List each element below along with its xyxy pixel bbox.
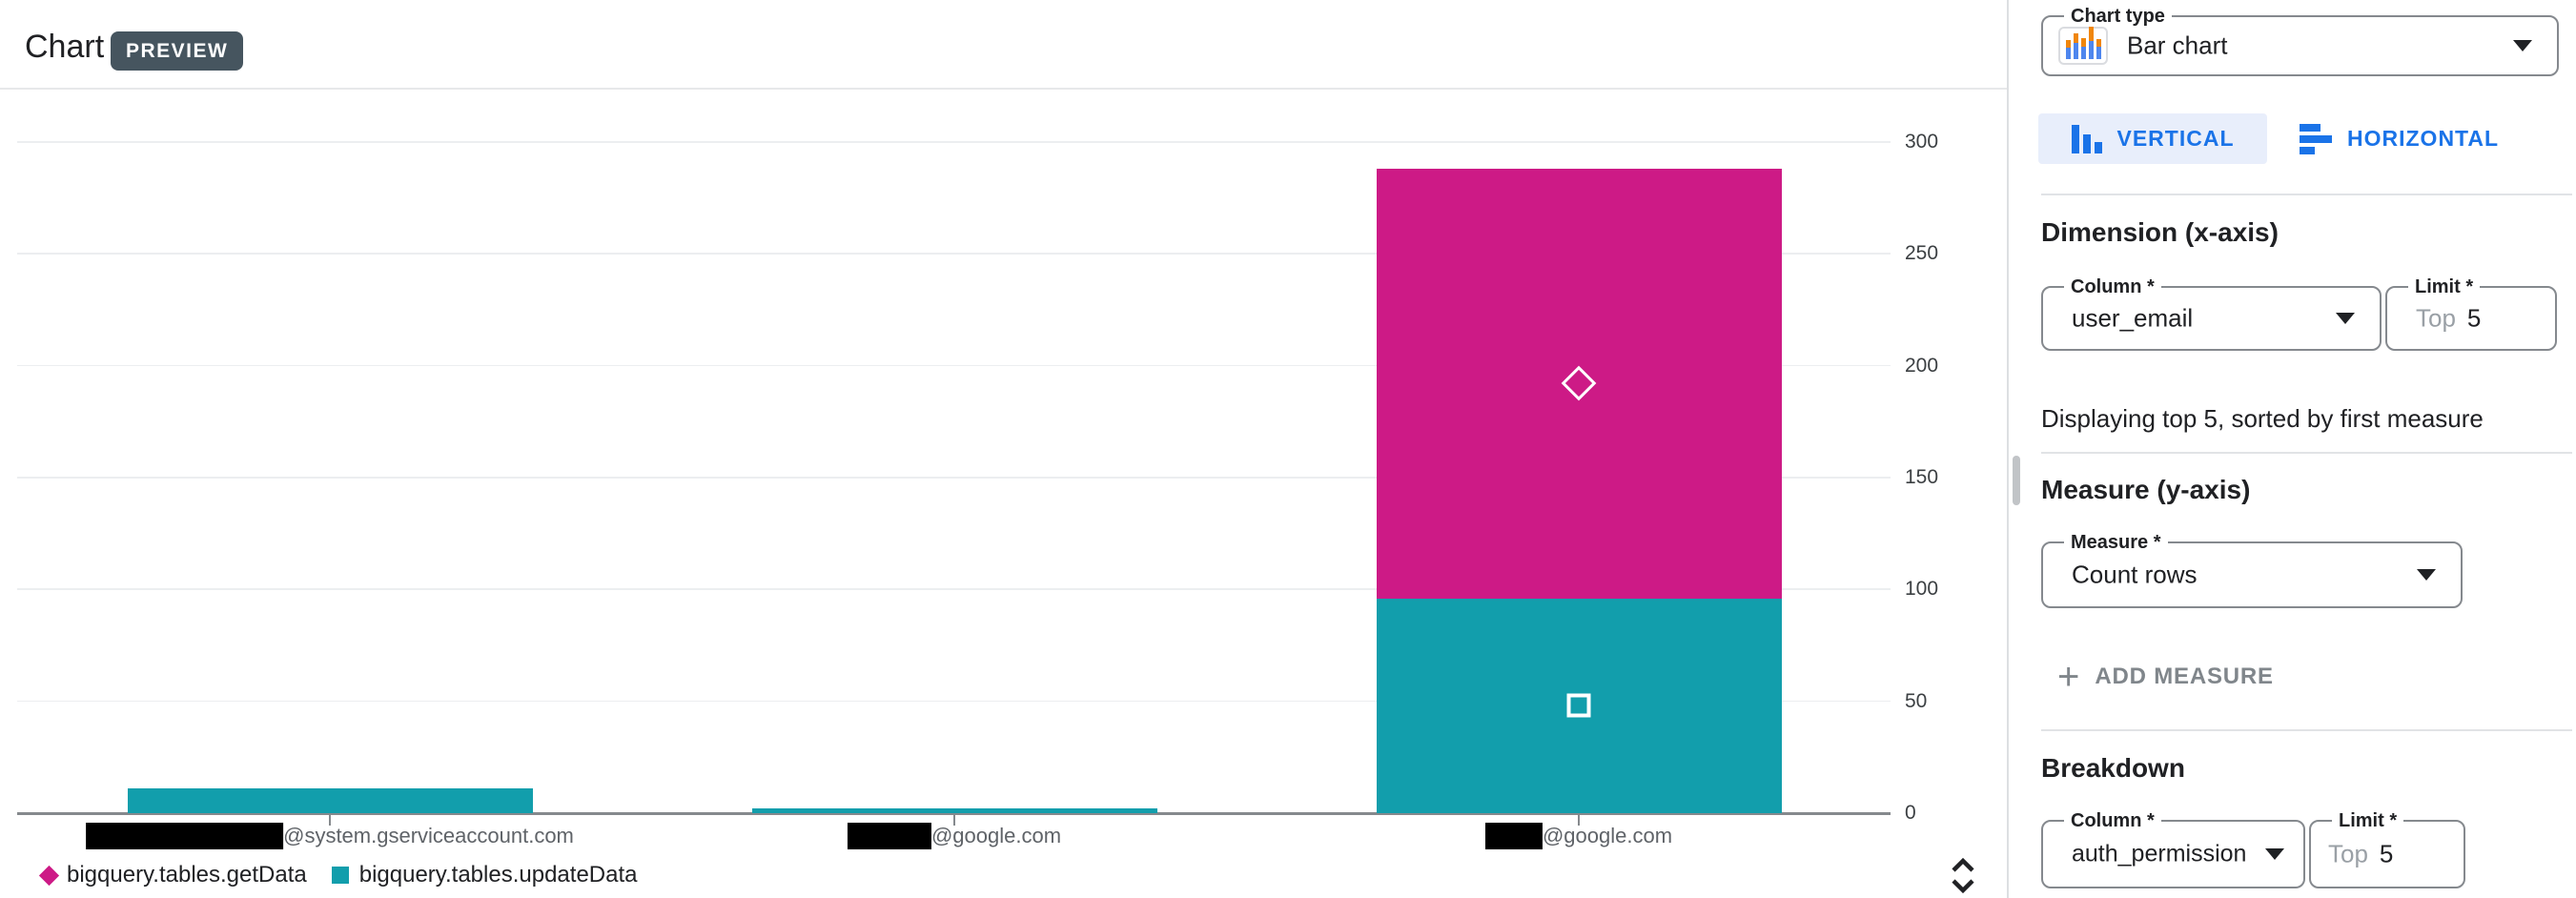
- limit-prefix: Top: [2328, 839, 2368, 868]
- add-measure-button[interactable]: + ADD MEASURE: [2057, 658, 2274, 696]
- breakdown-limit-value: 5: [2379, 839, 2394, 868]
- x-axis-tick: [1578, 813, 1580, 826]
- square-marker-icon: [1566, 693, 1591, 718]
- section-divider: [2041, 452, 2572, 454]
- y-axis-tick-label: 100: [1905, 578, 1939, 601]
- gridline: [17, 700, 1891, 703]
- gridline: [17, 141, 1891, 143]
- breakdown-column-label: Column *: [2064, 809, 2161, 832]
- dimension-column-select[interactable]: Column * user_email: [2041, 276, 2382, 351]
- y-axis-tick-label: 300: [1905, 131, 1939, 153]
- dimension-limit-value: 5: [2466, 303, 2482, 333]
- chart-type-select[interactable]: Chart type Bar chart: [2041, 5, 2559, 76]
- x-axis-label-text: @google.com: [930, 824, 1062, 847]
- legend-diamond-icon: [38, 865, 60, 886]
- bar-chart-plot: 0 50 100 150 200 250 300 @system.gserviceaccoun…: [17, 131, 1939, 850]
- vertical-bars-icon: [2071, 124, 2102, 153]
- gridline: [17, 477, 1891, 479]
- measure-label: Measure *: [2064, 531, 2168, 554]
- dimension-column-value: user_email: [2072, 303, 2194, 333]
- gridline: [17, 588, 1891, 590]
- add-measure-label: ADD MEASURE: [2095, 663, 2274, 689]
- x-axis-label: @google.com: [847, 822, 1062, 850]
- chart-type-label: Chart type: [2064, 5, 2172, 28]
- y-axis-tick-label: 0: [1905, 802, 1916, 824]
- measure-heading: Measure (y-axis): [2041, 475, 2251, 504]
- horizontal-toggle-label: HORIZONTAL: [2347, 126, 2500, 151]
- x-axis-tick: [329, 813, 331, 826]
- bar-segment[interactable]: [751, 808, 1157, 813]
- vertical-toggle-label: VERTICAL: [2116, 126, 2235, 151]
- breakdown-column-value: auth_permission: [2072, 840, 2247, 867]
- dimension-limit-field[interactable]: Limit * Top 5: [2385, 276, 2557, 351]
- chart-legend: bigquery.tables.getData bigquery.tables.u…: [38, 862, 638, 888]
- breakdown-limit-label: Limit *: [2332, 809, 2404, 832]
- section-divider: [2041, 194, 2572, 195]
- chevron-down-icon: [2513, 40, 2532, 51]
- bar-segment[interactable]: [1376, 598, 1782, 813]
- dimension-column-label: Column *: [2064, 276, 2161, 298]
- bar-segment[interactable]: [127, 788, 533, 813]
- limit-prefix: Top: [2416, 303, 2456, 333]
- dimension-limit-label: Limit *: [2408, 276, 2481, 298]
- breakdown-heading: Breakdown: [2041, 753, 2185, 783]
- gridline: [17, 253, 1891, 255]
- chevron-down-icon: [2336, 313, 2355, 324]
- header-divider: [0, 88, 2007, 90]
- legend-label: bigquery.tables.updateData: [358, 862, 638, 888]
- panel-divider: [2007, 0, 2009, 898]
- x-axis-label-text: @google.com: [1542, 824, 1673, 847]
- page-title: Chart: [25, 29, 105, 65]
- chevron-down-icon: [2265, 848, 2284, 860]
- horizontal-toggle-button[interactable]: HORIZONTAL: [2300, 113, 2499, 164]
- x-axis-label-redaction: [1484, 823, 1543, 849]
- x-axis-label: @system.gserviceaccount.com: [86, 822, 574, 850]
- bar-segment[interactable]: [1376, 169, 1782, 599]
- legend-label: bigquery.tables.getData: [67, 862, 307, 888]
- x-axis-tick: [953, 813, 955, 826]
- breakdown-column-select[interactable]: Column * auth_permission: [2041, 809, 2305, 888]
- chart-type-value: Bar chart: [2127, 31, 2228, 60]
- x-axis-label-text: @system.gserviceaccount.com: [283, 824, 574, 847]
- measure-select[interactable]: Measure * Count rows: [2041, 531, 2463, 608]
- unfold-more-icon[interactable]: [1947, 854, 1979, 898]
- legend-square-icon: [331, 867, 349, 884]
- horizontal-bars-icon: [2300, 123, 2332, 154]
- plus-icon: +: [2057, 656, 2080, 698]
- legend-item: bigquery.tables.updateData: [331, 862, 638, 888]
- breakdown-limit-field[interactable]: Limit * Top 5: [2309, 809, 2465, 888]
- vertical-toggle-button[interactable]: VERTICAL: [2038, 113, 2267, 164]
- x-axis-label-redaction: [847, 823, 931, 849]
- section-divider: [2041, 729, 2572, 731]
- measure-value: Count rows: [2072, 560, 2198, 589]
- y-axis-tick-label: 250: [1905, 242, 1939, 265]
- x-axis-label-redaction: [86, 823, 284, 849]
- preview-badge: PREVIEW: [111, 31, 244, 71]
- y-axis-tick-label: 50: [1905, 689, 1928, 712]
- x-axis-label: @google.com: [1484, 822, 1673, 850]
- dimension-heading: Dimension (x-axis): [2041, 217, 2279, 247]
- y-axis-tick-label: 200: [1905, 354, 1939, 377]
- scrollbar-thumb[interactable]: [2013, 456, 2020, 505]
- chevron-down-icon: [2417, 569, 2436, 581]
- bar-chart-icon: [2058, 27, 2108, 65]
- legend-item: bigquery.tables.getData: [38, 862, 307, 888]
- dimension-note: Displaying top 5, sorted by first measur…: [2041, 404, 2484, 433]
- y-axis-tick-label: 150: [1905, 466, 1939, 488]
- gridline: [17, 364, 1891, 367]
